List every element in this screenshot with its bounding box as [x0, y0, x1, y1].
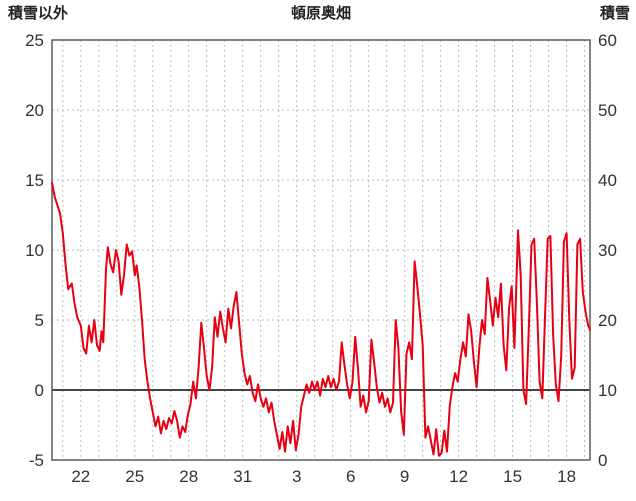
left-axis-tick-label: -5 — [28, 451, 44, 470]
left-axis-tick-label: 0 — [34, 381, 44, 400]
left-axis-tick-label: 10 — [25, 241, 44, 260]
right-axis-tick-label: 50 — [598, 101, 617, 120]
right-axis-tick-label: 20 — [598, 311, 617, 330]
plot-border — [51, 39, 591, 461]
left-axis-tick-label: 25 — [25, 31, 44, 50]
right-axis-title: 積雪 — [599, 5, 630, 22]
x-axis-tick-label: 6 — [345, 467, 356, 486]
right-axis-tick-label: 60 — [598, 31, 617, 50]
left-axis-title: 積雪以外 — [8, 5, 69, 22]
right-axis-tick-label: 40 — [598, 171, 617, 190]
x-axis-tick-label: 3 — [291, 467, 302, 486]
chart-title: 頓原奥畑 — [290, 5, 351, 22]
x-axis-tick-label: 31 — [233, 467, 253, 486]
x-axis-tick-label: 15 — [503, 467, 523, 486]
x-axis-tick-label: 22 — [71, 467, 91, 486]
x-axis-tick-label: 12 — [449, 467, 469, 486]
right-axis-tick-label: 30 — [598, 241, 617, 260]
left-axis-tick-label: 15 — [25, 171, 44, 190]
left-axis-tick-label: 5 — [34, 311, 44, 330]
x-axis-tick-label: 25 — [125, 467, 145, 486]
x-axis-tick-label: 28 — [179, 467, 199, 486]
series-line — [51, 181, 591, 457]
right-axis-tick-label: 0 — [598, 451, 608, 470]
x-axis-tick-label: 18 — [557, 467, 577, 486]
x-axis-tick-label: 9 — [399, 467, 410, 486]
left-axis-tick-label: 20 — [25, 101, 44, 120]
right-axis-tick-label: 10 — [598, 381, 617, 400]
